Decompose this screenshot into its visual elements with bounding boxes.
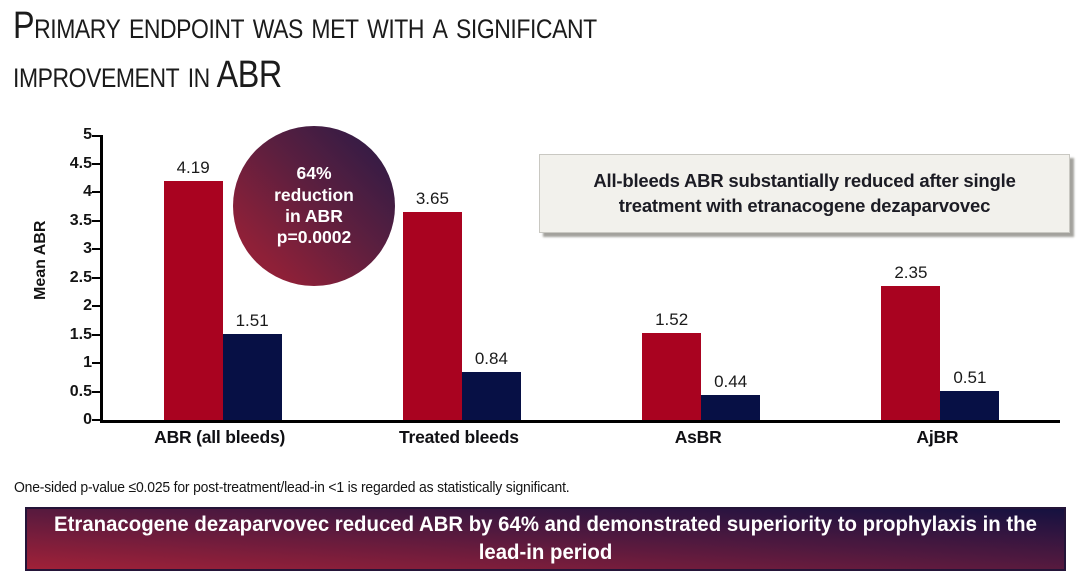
bar-value-label: 1.52 bbox=[655, 310, 689, 330]
y-tick-mark bbox=[92, 390, 100, 393]
y-tick-mark bbox=[92, 162, 100, 165]
y-axis-ticks: 0 0.5 1 1.5 2 2.5 3 3.5 4 4.5 5 bbox=[28, 126, 92, 428]
bar-red bbox=[163, 181, 223, 420]
bar-navy bbox=[461, 372, 521, 420]
y-tick-mark bbox=[92, 333, 100, 336]
callout-text: All-bleeds ABR substantially reduced aft… bbox=[593, 169, 1016, 216]
bar-column: 3.65 bbox=[402, 188, 462, 420]
bar-column: 1.52 bbox=[642, 310, 702, 420]
reduction-badge-line: 64% bbox=[296, 163, 332, 184]
y-tick-label: 1 bbox=[83, 354, 92, 371]
bar-column: 1.51 bbox=[222, 310, 282, 420]
bar-group: 4.19 1.51 bbox=[103, 135, 342, 420]
y-tick-mark bbox=[92, 305, 100, 307]
y-tick-label: 0 bbox=[83, 411, 92, 428]
bar-group: 3.65 0.84 bbox=[342, 135, 581, 420]
y-tick-label: 3.5 bbox=[69, 211, 92, 229]
y-tick-mark bbox=[92, 191, 100, 193]
bar-red bbox=[642, 333, 702, 420]
plot-area: 4.19 1.51 3.65 0.84 1.52 0.44 2.35 0.51 bbox=[92, 135, 1060, 423]
callout-box: All-bleeds ABR substantially reduced aft… bbox=[539, 154, 1070, 233]
slide-title-line1: Primary endpoint was met with a signific… bbox=[13, 5, 597, 47]
slide-title-line2: improvement in ABR bbox=[13, 53, 282, 96]
bar-group: 1.52 0.44 bbox=[582, 135, 821, 420]
bar-value-label: 0.44 bbox=[714, 371, 748, 391]
bar-value-label: 1.51 bbox=[235, 310, 269, 330]
y-tick-label: 4 bbox=[83, 183, 92, 200]
bar-navy bbox=[701, 394, 761, 420]
conclusion-banner-text: Etranacogene dezaparvovec reduced ABR by… bbox=[54, 512, 1037, 564]
y-tick-label: 5 bbox=[83, 126, 92, 143]
y-tick-mark bbox=[92, 362, 100, 364]
x-category-label: ABR (all bleeds) bbox=[154, 427, 286, 447]
reduction-badge-line: in ABR bbox=[285, 206, 343, 226]
y-tick-label: 1.5 bbox=[69, 325, 92, 343]
y-tick-label: 0.5 bbox=[69, 382, 92, 400]
bar-value-label: 3.65 bbox=[415, 188, 449, 208]
bar-group: 2.35 0.51 bbox=[821, 135, 1060, 420]
slide-title: Primary endpoint was met with a signific… bbox=[13, 2, 914, 99]
bar-column: 0.51 bbox=[940, 367, 1000, 420]
y-tick-label: 2.5 bbox=[69, 268, 92, 286]
y-tick-label: 3 bbox=[83, 240, 92, 257]
y-tick-mark bbox=[92, 419, 100, 421]
y-tick-label: 4.5 bbox=[69, 154, 92, 172]
y-tick-mark bbox=[92, 135, 100, 137]
bar-navy bbox=[222, 333, 282, 420]
bar-value-label: 2.35 bbox=[894, 263, 928, 283]
bar-column: 0.44 bbox=[701, 371, 761, 420]
bar-column: 4.19 bbox=[163, 158, 223, 420]
bar-value-label: 0.84 bbox=[474, 349, 508, 369]
y-tick-mark bbox=[92, 248, 100, 250]
x-axis-labels: ABR (all bleeds) Treated bleeds AsBR AjBR bbox=[100, 427, 1057, 448]
reduction-badge: 64% reduction in ABR p=0.0002 bbox=[233, 126, 395, 286]
bar-column: 2.35 bbox=[881, 263, 941, 420]
conclusion-banner: Etranacogene dezaparvovec reduced ABR by… bbox=[25, 507, 1066, 571]
y-tick-mark bbox=[92, 219, 100, 222]
bar-red bbox=[402, 211, 462, 420]
x-category-label: AsBR bbox=[674, 427, 722, 447]
y-tick-mark bbox=[92, 276, 100, 279]
y-tick-label: 2 bbox=[83, 297, 92, 314]
bar-column: 0.84 bbox=[461, 349, 521, 420]
x-category-label: AjBR bbox=[916, 427, 959, 447]
reduction-badge-line: p=0.0002 bbox=[276, 227, 352, 248]
footnote: One-sided p-value ≤0.025 for post-treatm… bbox=[14, 479, 570, 496]
reduction-badge-line: reduction bbox=[274, 184, 354, 205]
bar-value-label: 0.51 bbox=[953, 367, 987, 387]
bar-value-label: 4.19 bbox=[176, 158, 210, 178]
bar-red bbox=[881, 286, 941, 420]
x-category-label: Treated bleeds bbox=[398, 427, 519, 447]
bar-navy bbox=[940, 390, 1000, 420]
